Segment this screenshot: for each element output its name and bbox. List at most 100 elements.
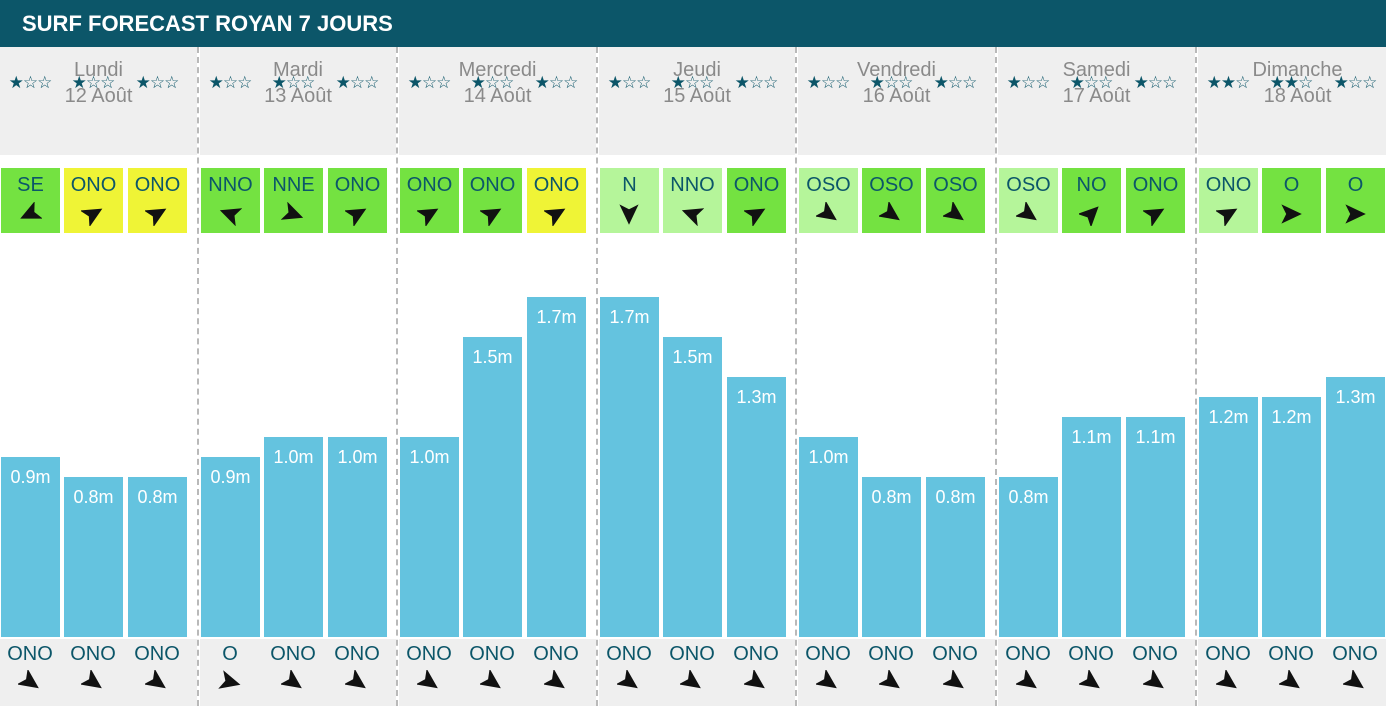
wave-height-label: 0.8m [1008,487,1049,507]
star-rating: ★☆☆ [1133,73,1178,92]
wind-arrow-icon [681,208,704,226]
wave-bar: 1.0m [400,437,459,637]
wave-bar: 1.0m [799,437,858,637]
wind-arrow-icon [417,208,439,226]
star-rating: ★☆☆ [1006,73,1051,92]
wind-arrow-icon [1345,204,1366,224]
swell-arrow-icon [145,670,166,689]
wave-bar: 0.8m [926,477,985,637]
wind-cell: ONO [1199,168,1258,233]
day-separator [995,47,997,706]
wind-arrow-icon [1016,202,1037,221]
swell-arrow-icon [680,670,701,689]
day-date: 12 Août [64,85,133,107]
wind-cell: NNO [663,168,722,233]
wave-height-label: 0.9m [10,467,51,487]
wind-direction: ONO [733,174,780,196]
wave-bar: 1.1m [1126,417,1185,637]
wave-bar: 0.9m [1,457,60,637]
wave-bar: 1.3m [727,377,786,637]
swell-arrow-icon [1216,670,1237,689]
star-rating: ★☆☆ [208,73,253,92]
wind-arrow-icon [544,208,566,226]
wave-bar: 1.3m [1326,377,1385,637]
wave-height-label: 1.0m [337,447,378,467]
swell-arrow-icon [617,670,638,689]
star-rating: ★☆☆ [407,73,452,92]
wind-arrow-icon [744,208,766,226]
swell-direction: ONO [1268,643,1314,665]
swell-arrow-icon [1016,670,1037,689]
day-date: 16 Août [862,85,931,107]
swell-arrow-icon [879,670,900,689]
wave-height-label: 1.3m [736,387,777,407]
wave-bar: 1.1m [1062,417,1121,637]
wave-height-label: 0.9m [210,467,251,487]
day-header: Samedi 17 Août [998,47,1195,155]
wave-height-label: 0.8m [73,487,114,507]
wind-arrow-icon [219,208,242,226]
swell-direction: ONO [1005,643,1051,665]
wind-cell: ONO [128,168,187,233]
page-title: SURF FORECAST ROYAN 7 JOURS [22,11,393,36]
wind-arrow-icon [1281,204,1302,224]
wind-direction: ONO [533,174,580,196]
star-rating: ★★☆ [1206,73,1251,92]
day-name: Jeudi [673,59,721,81]
wind-cell: OSO [999,168,1058,233]
wind-arrow-icon [943,202,964,221]
star-rating: ★☆☆ [71,73,116,92]
swell-row [200,639,396,706]
day-name: Lundi [74,59,123,81]
swell-arrow-icon [544,670,565,689]
day-date: 18 Août [1263,85,1332,107]
wave-bar: 0.8m [128,477,187,637]
wind-arrow-icon [816,202,837,221]
day-name: Dimanche [1252,59,1343,81]
swell-direction: ONO [1068,643,1114,665]
day-date: 17 Août [1062,85,1131,107]
swell-arrow-icon [18,670,39,689]
star-rating: ★☆☆ [607,73,652,92]
wave-bar: 1.5m [463,337,522,637]
day-header: Mercredi 14 Août [399,47,596,155]
wave-height-label: 0.8m [871,487,912,507]
swell-direction: ONO [469,643,515,665]
wave-bar: 1.2m [1262,397,1321,637]
wind-cell: ONO [727,168,786,233]
wind-direction: NNO [208,174,253,196]
swell-row [998,639,1195,706]
wave-bar: 0.8m [862,477,921,637]
swell-arrow-icon [816,670,837,689]
wind-cell: NO [1062,168,1121,233]
wind-cell: ONO [328,168,387,233]
wind-arrow-icon [1079,206,1099,226]
wave-height-label: 0.8m [137,487,178,507]
day-header: Jeudi 15 Août [599,47,795,155]
day-separator [396,47,398,706]
swell-direction: O [222,643,238,665]
swell-direction: ONO [1332,643,1378,665]
wind-arrow-icon [345,208,367,226]
swell-direction: ONO [7,643,53,665]
day-separator [1195,47,1197,706]
wind-cell: ONO [463,168,522,233]
swell-row [399,639,596,706]
wind-direction: N [622,174,637,196]
day-name: Samedi [1062,59,1131,81]
wind-direction: ONO [70,174,117,196]
wind-direction: OSO [806,174,851,196]
wave-height-label: 1.3m [1335,387,1376,407]
swell-arrow-icon [1343,670,1364,689]
wind-arrow-icon [81,208,103,226]
wind-cell: ONO [64,168,123,233]
wind-direction: OSO [869,174,914,196]
wind-arrow-icon [1143,208,1165,226]
day-date: 15 Août [663,85,731,107]
swell-direction: ONO [134,643,180,665]
swell-row [599,639,795,706]
wind-direction: ONO [1132,174,1179,196]
day-header: Mardi 13 Août [200,47,396,155]
wind-arrow-icon [480,208,502,226]
swell-arrow-icon [1143,670,1164,689]
